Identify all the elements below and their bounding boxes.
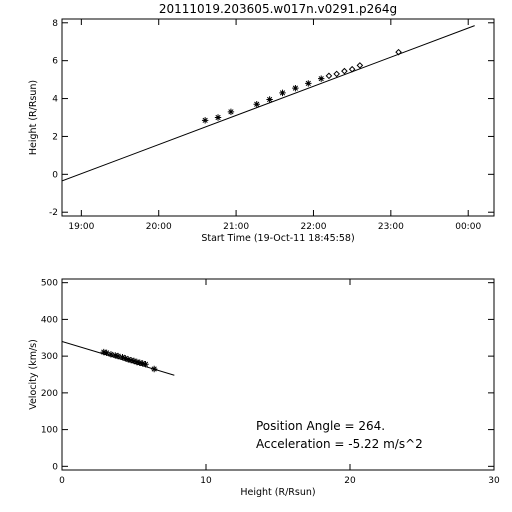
velocity-height-y-tick-label: 500: [41, 279, 58, 289]
velocity-height-x-tick-label: 20: [344, 476, 356, 486]
height-time-x-tick-label: 21:00: [223, 222, 249, 232]
height-time-data-point: [214, 114, 222, 121]
height-time-x-tick-label: 20:00: [146, 222, 172, 232]
height-time-x-axis-label: Start Time (19-Oct-11 18:45:58): [201, 233, 354, 244]
velocity-height-annotation: Acceleration = -5.22 m/s^2: [256, 437, 423, 451]
velocity-height-plot-frame: [61, 278, 495, 471]
velocity-height-data-point: [125, 356, 132, 363]
velocity-height-series-0: [100, 348, 158, 373]
velocity-height-data-point: [150, 365, 158, 373]
velocity-height-y-tick-label: 400: [41, 315, 58, 325]
height-time-data-point: [227, 108, 235, 116]
velocity-height-x-tick-label: 0: [59, 476, 65, 486]
height-time-plot-frame: [61, 18, 495, 217]
height-time-data-point: [279, 89, 286, 97]
velocity-height-data-point: [133, 358, 141, 366]
height-time-y-tick-label: 8: [52, 19, 58, 29]
height-time-x-tick-label: 22:00: [300, 222, 326, 232]
velocity-height-data-point: [127, 356, 135, 364]
height-time-data-point: [395, 48, 402, 56]
height-time-data-point: [341, 67, 348, 75]
velocity-height-data-point: [107, 351, 115, 358]
velocity-height-y-tick-label: 0: [52, 462, 58, 472]
velocity-height-y-tick-label: 100: [41, 426, 58, 436]
velocity-height-data-point: [103, 349, 110, 357]
height-time-y-tick-label: 2: [52, 132, 58, 142]
velocity-height-x-tick-label: 10: [200, 476, 212, 486]
velocity-height-data-point: [142, 361, 149, 368]
height-time-series-1: [325, 48, 402, 80]
height-time-data-point: [348, 65, 356, 73]
velocity-height-data-point: [139, 360, 146, 367]
height-time-x-tick-label: 00:00: [455, 222, 481, 232]
velocity-height-y-tick-label: 300: [41, 352, 58, 362]
velocity-height-annotation: Position Angle = 264.: [256, 419, 385, 433]
velocity-height-y-tick-label: 200: [41, 389, 58, 399]
velocity-height-y-axis-label: Velocity (km/s): [28, 339, 39, 410]
height-time-y-tick-label: 6: [52, 57, 58, 67]
height-time-data-point: [201, 117, 209, 124]
height-time-y-tick-label: -2: [49, 208, 58, 218]
height-time-data-point: [333, 70, 340, 78]
height-time-y-axis-label: Height (R/Rsun): [28, 80, 39, 155]
velocity-height-data-point: [112, 352, 119, 359]
velocity-height-x-axis-label: Height (R/Rsun): [240, 487, 315, 498]
height-time-chart-title: 20111019.203605.w017n.v0291.p264g: [159, 2, 397, 16]
height-time-y-tick-label: 4: [52, 95, 58, 105]
height-time-data-point: [266, 96, 273, 103]
velocity-height-data-point: [100, 348, 107, 356]
height-time-data-point: [305, 80, 312, 87]
velocity-height-data-point: [122, 355, 129, 362]
height-time-series-0: [201, 75, 325, 124]
height-time-data-point: [325, 72, 333, 80]
height-time-y-tick-label: 0: [52, 170, 58, 180]
height-time-x-tick-label: 23:00: [378, 222, 404, 232]
velocity-height-data-point: [119, 354, 126, 361]
height-time-data-point: [318, 75, 325, 82]
height-time-data-point: [356, 62, 364, 69]
height-time-x-tick-label: 19:00: [68, 222, 94, 232]
height-time-fit-line: [62, 25, 475, 182]
velocity-height-data-point: [114, 352, 122, 360]
velocity-height-data-point: [130, 357, 138, 365]
height-time-data-point: [292, 84, 299, 92]
velocity-height-data-point: [136, 359, 143, 366]
velocity-height-x-tick-label: 30: [488, 476, 500, 486]
height-time-data-point: [253, 101, 260, 108]
